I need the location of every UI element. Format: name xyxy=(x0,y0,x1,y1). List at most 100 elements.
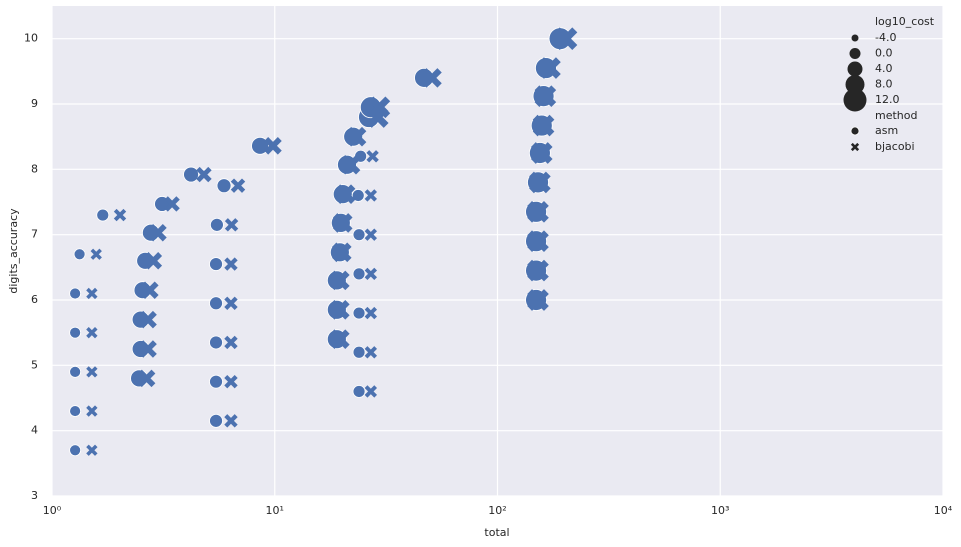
x-marker xyxy=(141,281,159,299)
legend-label: 12.0 xyxy=(875,93,900,106)
x-marker xyxy=(368,96,391,119)
legend: log10_cost method -4.0 0.0 4.0 8.0 12.0 asm bj… xyxy=(843,15,935,153)
x-marker xyxy=(850,142,860,152)
x-marker xyxy=(113,208,127,222)
x-marker xyxy=(264,137,282,155)
x-marker xyxy=(330,300,350,320)
y-tick-label: 5 xyxy=(31,358,38,371)
point xyxy=(352,228,366,242)
legend-size-marker xyxy=(845,75,865,94)
x-marker xyxy=(527,200,549,223)
point xyxy=(251,136,269,155)
point xyxy=(69,365,82,378)
x-marker xyxy=(224,296,238,310)
x-tick-label: 10⁴ xyxy=(934,504,953,517)
x-marker xyxy=(224,218,239,232)
point xyxy=(69,405,82,417)
x-marker xyxy=(364,306,378,320)
x-marker xyxy=(86,405,98,417)
x-marker xyxy=(137,369,156,388)
point xyxy=(69,444,82,457)
x-marker xyxy=(224,414,238,428)
x-marker xyxy=(364,267,378,281)
x-marker xyxy=(330,329,350,349)
y-tick-label: 9 xyxy=(31,97,38,110)
point xyxy=(216,178,232,194)
x-marker xyxy=(164,196,180,212)
x-marker xyxy=(527,259,549,282)
x-marker xyxy=(422,68,442,88)
x-tick-label: 10³ xyxy=(711,504,729,517)
legend-title: log10_cost xyxy=(875,15,935,28)
x-marker xyxy=(340,154,361,175)
point xyxy=(69,287,82,300)
y-tick-label: 10 xyxy=(24,32,38,45)
point xyxy=(209,257,223,271)
legend-label: bjacobi xyxy=(875,140,915,153)
y-tick-label: 3 xyxy=(31,489,38,502)
marks xyxy=(69,27,578,457)
x-marker xyxy=(529,171,551,194)
legend-size-marker xyxy=(847,61,863,77)
point xyxy=(352,267,366,281)
point xyxy=(210,217,224,232)
legend-label: asm xyxy=(875,124,898,137)
x-marker xyxy=(554,27,578,50)
y-tick-label: 8 xyxy=(31,162,38,175)
point xyxy=(209,335,223,350)
x-marker xyxy=(230,178,246,193)
x-tick-label: 10¹ xyxy=(266,504,284,517)
point xyxy=(351,189,365,202)
y-tick-label: 4 xyxy=(31,424,38,437)
legend-title: method xyxy=(875,109,917,122)
legend-size-marker xyxy=(849,48,861,59)
point xyxy=(183,166,199,183)
x-marker xyxy=(139,310,157,329)
y-tick-label: 6 xyxy=(31,293,38,306)
y-axis-label: digits_accuracy xyxy=(7,208,20,294)
x-marker xyxy=(364,189,378,202)
x-marker xyxy=(527,289,549,311)
legend-size-marker xyxy=(851,34,859,42)
x-marker xyxy=(364,228,378,241)
point xyxy=(209,296,223,311)
point xyxy=(96,208,110,222)
x-marker xyxy=(224,257,238,271)
point xyxy=(73,248,86,261)
x-marker xyxy=(364,346,378,359)
x-marker xyxy=(86,287,98,300)
legend-label: 4.0 xyxy=(875,62,893,75)
x-marker xyxy=(530,142,553,164)
x-marker xyxy=(149,223,167,242)
x-marker xyxy=(86,327,98,339)
x-tick-label: 10⁰ xyxy=(43,504,62,517)
x-marker xyxy=(527,230,549,253)
point xyxy=(209,413,223,428)
x-marker xyxy=(534,85,557,107)
x-tick-label: 10² xyxy=(488,504,506,517)
x-marker xyxy=(139,340,157,358)
x-marker xyxy=(366,150,379,163)
legend-label: 0.0 xyxy=(875,47,893,60)
point xyxy=(352,306,366,320)
x-marker xyxy=(196,166,212,183)
legend-size-marker xyxy=(843,88,867,112)
x-marker xyxy=(224,335,238,350)
x-marker xyxy=(144,252,163,270)
x-marker xyxy=(364,385,378,398)
x-marker xyxy=(332,213,353,233)
point xyxy=(352,345,366,359)
x-marker xyxy=(539,57,561,79)
x-marker xyxy=(532,114,555,137)
grid xyxy=(51,6,944,497)
x-marker xyxy=(346,126,367,147)
point xyxy=(209,374,223,389)
y-tick-label: 7 xyxy=(31,228,38,241)
x-marker xyxy=(86,366,98,378)
legend-label: 8.0 xyxy=(875,78,893,91)
x-marker xyxy=(224,374,238,389)
x-marker xyxy=(90,248,102,260)
x-marker xyxy=(335,184,356,204)
legend-label: -4.0 xyxy=(875,31,896,44)
